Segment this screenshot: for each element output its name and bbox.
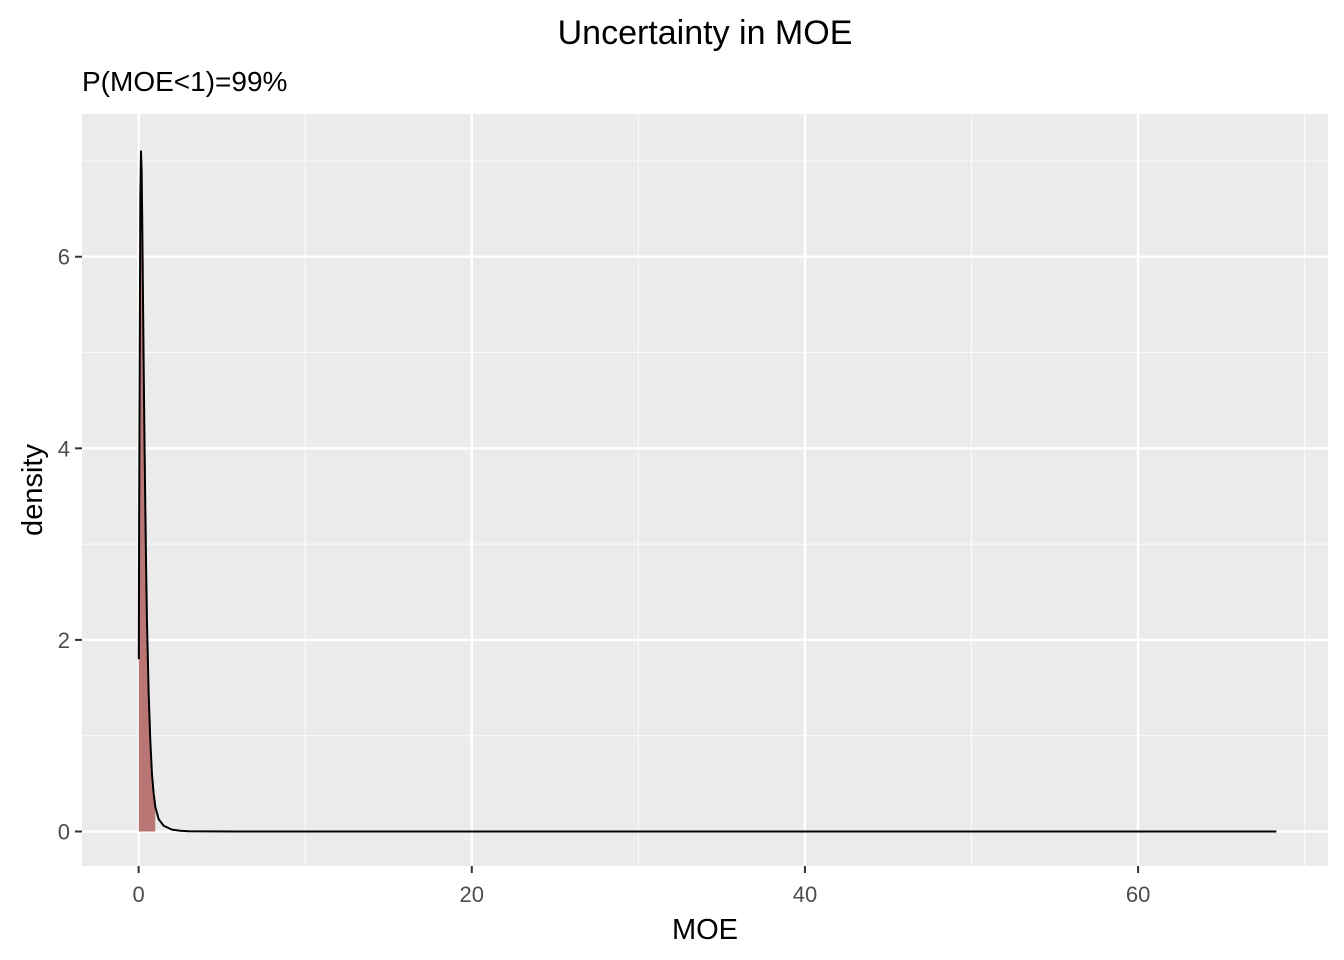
- y-tick-label: 6: [58, 245, 70, 270]
- major-grid: [82, 114, 1328, 866]
- x-tick-label: 0: [133, 882, 145, 907]
- x-axis-title: MOE: [672, 914, 738, 946]
- chart-title: Uncertainty in MOE: [558, 14, 853, 52]
- x-tick-label: 20: [460, 882, 484, 907]
- x-tick-label: 40: [793, 882, 817, 907]
- y-tick-label: 4: [58, 436, 70, 461]
- x-axis: 0 20 40 60: [133, 866, 1150, 907]
- density-curve-layer: [137, 150, 1277, 833]
- y-tick-label: 2: [58, 628, 70, 653]
- density-curve: [137, 150, 1277, 833]
- minor-grid: [82, 114, 1328, 866]
- plot-panel: [82, 114, 1328, 866]
- chart-subtitle: P(MOE<1)=99%: [82, 66, 287, 97]
- y-axis-title: density: [17, 444, 49, 536]
- y-tick-label: 0: [58, 820, 70, 845]
- x-tick-label: 60: [1126, 882, 1150, 907]
- y-axis: 0 2 4 6: [58, 245, 82, 845]
